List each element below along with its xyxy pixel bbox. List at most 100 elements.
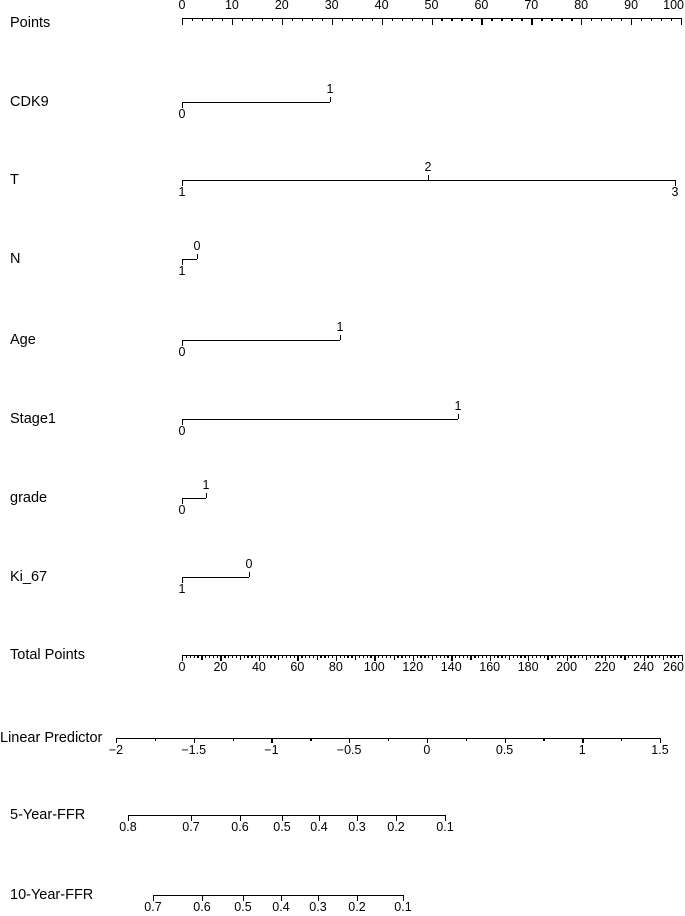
tick-mark: [578, 655, 580, 658]
tick-mark: [428, 655, 430, 658]
tick-label: −2: [108, 743, 124, 757]
tick-label: 80: [328, 660, 343, 674]
tick-mark: [321, 18, 324, 22]
tick-label: 0: [178, 0, 186, 12]
tick-label: 0.7: [144, 900, 162, 914]
tick-mark: [551, 18, 553, 22]
tick-mark: [589, 655, 591, 658]
tick-mark: [561, 18, 563, 22]
tick-mark: [666, 655, 668, 658]
tick-mark: [497, 655, 499, 658]
tick-mark: [311, 18, 314, 22]
axis-line-n: [182, 259, 197, 261]
tick-mark: [182, 180, 184, 186]
tick-mark: [541, 18, 543, 22]
tick-mark: [441, 18, 443, 22]
tick-mark: [566, 655, 568, 661]
tick-label: 1: [178, 264, 186, 278]
tick-mark: [639, 655, 641, 658]
tick-label: 1.5: [651, 743, 669, 757]
tick-mark: [605, 655, 607, 661]
tick-mark: [316, 655, 318, 660]
tick-label: 90: [624, 0, 639, 12]
tick-mark: [341, 18, 343, 22]
tick-mark: [660, 738, 662, 743]
tick-label: 0.7: [182, 820, 200, 834]
tick-mark: [293, 655, 295, 658]
tick-mark: [310, 738, 312, 741]
tick-mark: [351, 18, 353, 22]
tick-mark: [289, 655, 291, 658]
tick-label: 120: [402, 660, 424, 674]
axis-line-ki_67: [182, 577, 249, 579]
tick-mark: [581, 18, 583, 25]
tick-mark: [521, 18, 523, 22]
tick-mark: [555, 655, 557, 658]
tick-label: 80: [574, 0, 589, 12]
tick-mark: [458, 655, 461, 658]
tick-label: 0.6: [231, 820, 249, 834]
row-label-points: Points: [10, 15, 51, 31]
tick-mark: [154, 738, 157, 741]
tick-label: 0.4: [310, 820, 328, 834]
tick-mark: [358, 655, 361, 658]
tick-label: 0: [178, 424, 186, 438]
tick-mark: [231, 18, 234, 25]
tick-mark: [243, 895, 245, 901]
tick-mark: [501, 655, 503, 658]
tick-label: 20: [213, 660, 228, 674]
tick-mark: [597, 655, 599, 658]
tick-mark: [319, 815, 321, 821]
tick-mark: [216, 655, 218, 658]
tick-mark: [258, 655, 261, 661]
tick-label: 0.1: [436, 820, 454, 834]
tick-mark: [282, 655, 284, 658]
tick-mark: [524, 655, 526, 658]
tick-label: 0.5: [234, 900, 252, 914]
tick-mark: [239, 655, 241, 660]
tick-mark: [182, 498, 184, 504]
tick-label: 100: [663, 0, 684, 12]
tick-mark: [451, 655, 453, 661]
tick-label: 60: [290, 660, 305, 674]
tick-mark: [349, 738, 351, 743]
axis-line-grade: [182, 498, 206, 500]
tick-mark: [291, 18, 294, 22]
tick-label: 0.2: [348, 900, 366, 914]
tick-mark: [431, 18, 433, 25]
tick-mark: [308, 655, 311, 658]
tick-mark: [182, 102, 184, 108]
tick-mark: [671, 18, 673, 22]
tick-mark: [585, 655, 588, 660]
axis-line-t: [182, 180, 675, 182]
tick-mark: [396, 815, 398, 821]
tick-mark: [202, 895, 204, 901]
tick-mark: [153, 895, 155, 901]
tick-mark: [682, 655, 684, 661]
tick-mark: [612, 655, 615, 658]
tick-mark: [340, 334, 342, 340]
tick-mark: [335, 655, 338, 661]
tick-mark: [224, 655, 226, 658]
tick-mark: [608, 655, 611, 658]
tick-mark: [339, 655, 341, 658]
tick-label: 100: [363, 660, 385, 674]
tick-mark: [249, 571, 251, 577]
tick-mark: [462, 655, 465, 658]
tick-mark: [482, 655, 484, 658]
tick-mark: [201, 18, 204, 22]
tick-mark: [655, 655, 657, 658]
row-label-cdk9: CDK9: [10, 94, 49, 110]
tick-mark: [435, 655, 438, 658]
tick-label: 0.8: [119, 820, 137, 834]
tick-mark: [461, 18, 463, 22]
tick-mark: [128, 815, 130, 821]
tick-label: 1: [454, 399, 462, 413]
tick-mark: [601, 18, 603, 22]
tick-mark: [182, 577, 184, 583]
tick-label: −1: [264, 743, 279, 757]
tick-mark: [401, 655, 403, 658]
tick-mark: [191, 18, 194, 22]
tick-label: 0: [193, 239, 201, 253]
tick-mark: [251, 18, 254, 22]
